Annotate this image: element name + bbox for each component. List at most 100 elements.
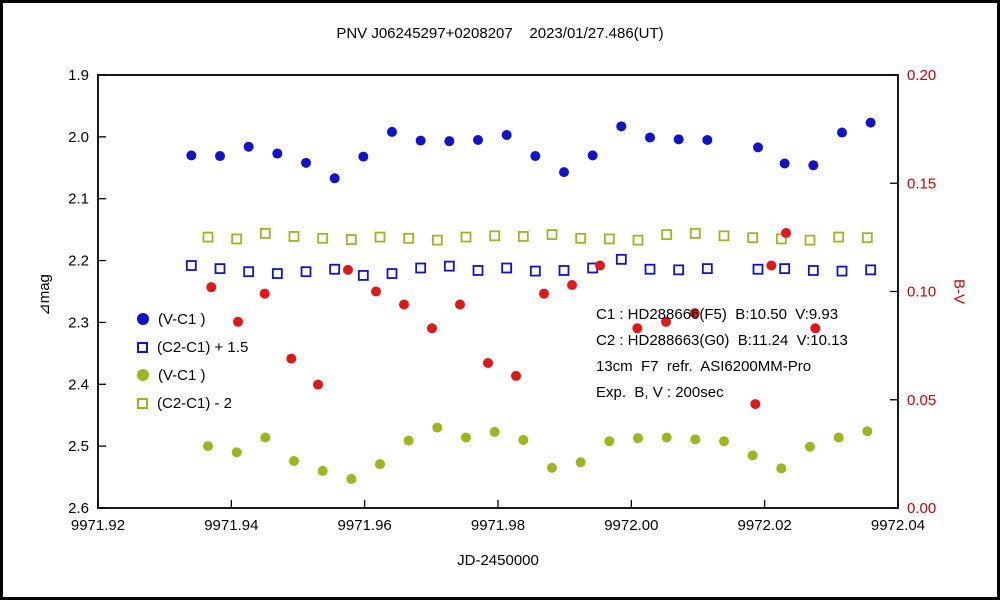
data-point (559, 167, 569, 178)
data-point (431, 234, 443, 246)
annotation-block: C1 : HD288666(F5) B:10.50 V:9.93 C2 : HD… (596, 302, 848, 406)
data-point (272, 148, 283, 159)
series-v-c1-blue (186, 117, 876, 184)
data-point (810, 323, 821, 334)
data-point (861, 232, 873, 244)
annotation-exposure: Exp. B, V : 200sec (596, 384, 724, 401)
data-point (403, 435, 414, 446)
data-point (701, 263, 713, 275)
x-tick-label: 9972.00 (604, 517, 658, 534)
y-axis-label-right: B-V (950, 278, 968, 304)
data-point (489, 426, 500, 437)
data-point (718, 230, 730, 242)
filled-circle-marker-icon (137, 313, 149, 325)
x-tick-label: 9971.94 (204, 517, 258, 534)
plot-area: 1.9 2.0 2.1 2.2 2.3 2.4 2.5 2.6 0.20 0.15 0.10 0.05… (68, 67, 936, 534)
data-point (231, 233, 243, 245)
filled-circle-marker-icon (137, 369, 149, 381)
data-point (329, 263, 341, 275)
data-point (781, 228, 791, 239)
data-point (604, 436, 615, 447)
data-point (747, 450, 758, 461)
data-point (399, 299, 409, 310)
data-point (501, 262, 513, 274)
data-point (752, 263, 764, 275)
data-point (615, 253, 627, 265)
y-right-tick-label: 0.00 (907, 500, 936, 517)
data-point (808, 160, 819, 171)
data-point (558, 265, 570, 276)
data-point (575, 457, 586, 468)
data-point (375, 459, 385, 470)
data-point (587, 150, 598, 161)
data-point (386, 268, 398, 279)
data-point (511, 370, 521, 381)
series-c2-c1-blue (185, 253, 877, 281)
open-square-marker-icon (137, 341, 148, 353)
annotation-comparison-star-c2: C2 : HD288663(G0) B:11.24 V:10.13 (596, 332, 848, 349)
data-point (415, 135, 426, 146)
data-point (779, 263, 791, 275)
data-point (387, 126, 397, 137)
data-point (489, 230, 501, 242)
data-point (661, 229, 673, 240)
data-point (833, 432, 844, 443)
y-right-tick-label: 0.10 (907, 284, 936, 301)
data-point (837, 127, 847, 138)
y-right-tick-label: 0.05 (907, 392, 936, 409)
data-point (214, 263, 226, 275)
data-point (271, 268, 283, 279)
data-point (317, 465, 328, 476)
data-point (300, 266, 312, 278)
data-point (233, 316, 243, 327)
legend-label: (V-C1 ) (158, 366, 206, 384)
data-point (632, 234, 644, 246)
y-left-tick-label: 2.0 (68, 129, 89, 146)
data-point (747, 232, 759, 244)
axis-ticks-and-labels: 1.9 2.0 2.1 2.2 2.3 2.4 2.5 2.6 0.20 0.15 0.10 0.05… (68, 67, 936, 534)
data-point (807, 265, 819, 276)
data-point (460, 231, 472, 243)
data-point (603, 233, 615, 245)
y-axis-label-left: ⊿mag (36, 274, 53, 316)
open-square-marker-icon (137, 397, 148, 409)
data-point (690, 434, 701, 445)
data-point (633, 433, 643, 444)
data-point (483, 357, 493, 368)
data-point (329, 173, 340, 184)
x-tick-label: 9972.02 (738, 517, 792, 534)
y-left-tick-label: 2.2 (68, 253, 89, 270)
legend-item-v-c1-blue: (V-C1 ) (137, 305, 248, 333)
data-point (345, 234, 357, 245)
data-point (403, 232, 415, 244)
x-tick-label: 9972.04 (871, 517, 925, 534)
data-point (661, 432, 672, 443)
data-point (865, 264, 877, 276)
data-point (518, 434, 529, 445)
y-left-tick-label: 2.4 (68, 376, 89, 393)
data-point (286, 353, 297, 364)
data-point (750, 399, 761, 410)
legend-item-c2-c1-blue: (C2-C1) + 1.5 (137, 333, 248, 361)
data-point (595, 260, 605, 271)
data-point (231, 447, 242, 458)
data-point (473, 134, 483, 145)
data-point (776, 463, 787, 474)
data-point (865, 117, 876, 128)
legend-label: (V-C1 ) (158, 310, 206, 328)
data-point (547, 462, 557, 473)
annotation-instrument: 13cm F7 refr. ASI6200MM-Pro (596, 358, 812, 375)
data-point (779, 158, 790, 169)
legend-item-c2-c1-green: (C2-C1) - 2 (137, 389, 248, 417)
data-point (203, 441, 213, 452)
legend: (V-C1 ) (C2-C1) + 1.5 (V-C1 ) (C2-C1) - … (137, 305, 248, 417)
data-point (805, 441, 815, 452)
data-point (444, 136, 455, 147)
data-point (616, 121, 627, 132)
data-point (343, 264, 353, 275)
y-left-tick-label: 2.5 (68, 438, 89, 455)
data-point (673, 264, 685, 276)
data-point (645, 132, 655, 143)
data-point (673, 134, 684, 145)
